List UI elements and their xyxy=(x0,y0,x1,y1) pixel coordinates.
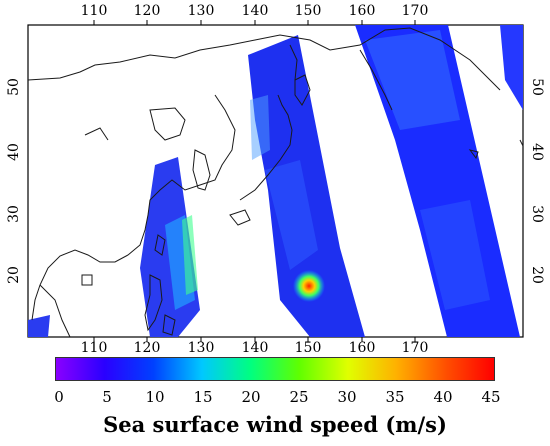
right-lat-label: 20 xyxy=(528,266,545,284)
colorbar-tick-label: 40 xyxy=(433,388,453,406)
top-axis-ticks xyxy=(93,20,416,25)
swath-3 xyxy=(355,25,520,337)
bottom-lon-label: 160 xyxy=(348,340,376,356)
typhoon-core xyxy=(293,270,325,302)
bottom-lon-label: 130 xyxy=(187,340,215,356)
swath-1 xyxy=(140,157,200,337)
colorbar-tick-label: 25 xyxy=(289,388,309,406)
top-lon-label: 120 xyxy=(133,3,161,19)
top-lon-label: 150 xyxy=(294,3,322,19)
right-lat-label: 40 xyxy=(528,143,545,161)
colorbar-title: Sea surface wind speed (m/s) xyxy=(103,412,447,437)
left-lat-label: 40 xyxy=(5,143,22,161)
top-lon-label: 130 xyxy=(187,3,215,19)
colorbar-tick-label: 10 xyxy=(145,388,165,406)
bottom-lon-label: 140 xyxy=(241,340,269,356)
wind-speed-colorbar xyxy=(55,357,495,381)
bottom-lon-label: 110 xyxy=(80,340,108,356)
top-lon-label: 170 xyxy=(401,3,429,19)
colorbar-tick-label: 5 xyxy=(102,388,112,406)
left-lat-label: 20 xyxy=(5,266,22,284)
left-lat-label: 50 xyxy=(5,78,22,96)
colorbar-tick-label: 0 xyxy=(54,388,64,406)
top-lon-label: 140 xyxy=(241,3,269,19)
bottom-axis-ticks xyxy=(93,337,416,342)
colorbar-tick-label: 45 xyxy=(481,388,501,406)
right-lat-label: 50 xyxy=(528,78,545,96)
coastlines xyxy=(27,27,524,338)
bottom-lon-label: 120 xyxy=(133,340,161,356)
top-lon-label: 160 xyxy=(348,3,376,19)
right-lat-label: 30 xyxy=(528,205,545,223)
swath-4 xyxy=(500,25,523,110)
colorbar-tick-label: 20 xyxy=(241,388,261,406)
swath-2 xyxy=(248,35,365,337)
swath-edge-bottom-left xyxy=(28,315,50,337)
left-lat-label: 30 xyxy=(5,205,22,223)
bottom-lon-label: 170 xyxy=(401,340,429,356)
top-lon-label: 110 xyxy=(80,3,108,19)
colorbar-tick-label: 15 xyxy=(193,388,213,406)
colorbar-tick-label: 35 xyxy=(385,388,405,406)
bottom-lon-label: 150 xyxy=(294,340,322,356)
colorbar-tick-label: 30 xyxy=(337,388,357,406)
